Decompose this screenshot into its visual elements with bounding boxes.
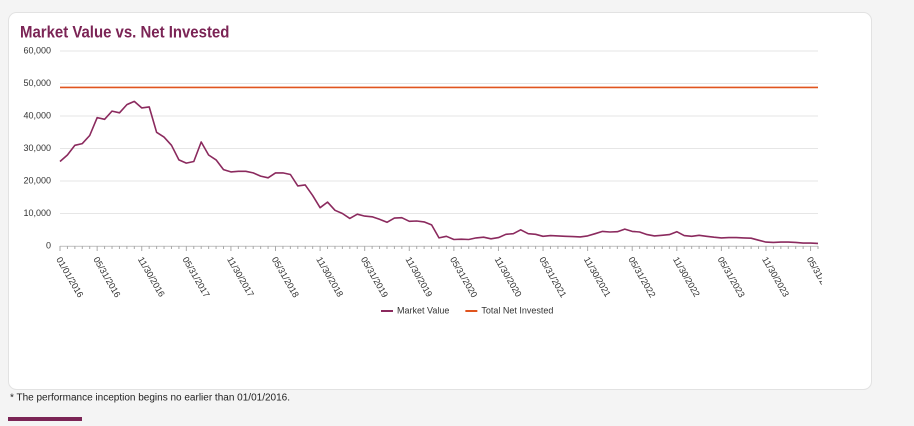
y-tick-label: 40,000 [23, 110, 51, 120]
legend-label: Total Net Invested [481, 305, 553, 315]
legend-label: Market Value [397, 305, 449, 315]
y-tick-label: 20,000 [23, 175, 51, 185]
accent-bar [8, 417, 82, 421]
y-tick-label: 10,000 [23, 208, 51, 218]
y-tick-label: 50,000 [23, 78, 51, 88]
y-tick-label: 30,000 [23, 143, 51, 153]
chart-title: Market Value vs. Net Invested [20, 24, 229, 42]
footnote: * The performance inception begins no ea… [10, 393, 290, 404]
series-line [59, 100, 819, 245]
y-tick-label: 60,000 [23, 45, 51, 55]
card [8, 12, 872, 390]
y-tick-label: 0 [46, 240, 51, 250]
